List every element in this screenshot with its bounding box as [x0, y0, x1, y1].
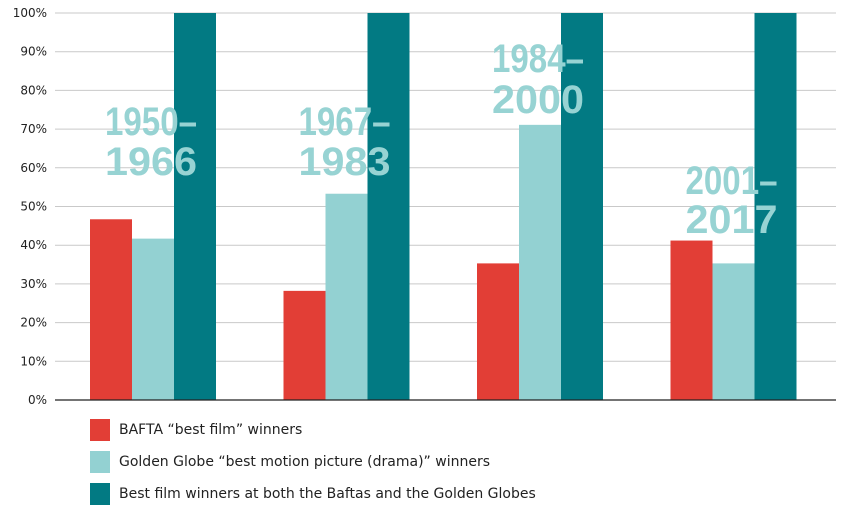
legend-swatch-golden-globe	[90, 451, 110, 473]
y-tick-label: 30%	[20, 277, 47, 291]
period-labels: 1950–1966 1967–1983 1984–2000 2001–2017	[105, 37, 778, 242]
period-label: 2000	[492, 78, 584, 122]
y-tick-label: 20%	[20, 316, 47, 330]
bar	[132, 238, 174, 400]
bar	[561, 13, 603, 400]
period-label: 1984–	[492, 37, 584, 81]
legend-label-both: Best film winners at both the Baftas and…	[119, 486, 536, 502]
legend-item-bafta: BAFTA “best film” winners	[90, 414, 536, 446]
legend-swatch-both	[90, 483, 110, 505]
bar	[367, 13, 410, 400]
period-label: 1967–	[299, 100, 391, 144]
bar	[325, 193, 368, 400]
period-label: 1983	[299, 140, 391, 184]
bar	[477, 263, 519, 400]
period-label: 1950–	[105, 100, 197, 144]
legend-swatch-bafta	[90, 419, 110, 441]
period-label: 2001–	[686, 159, 778, 203]
bar-chart: 0%10%20%30%40%50%60%70%80%90%100% 1950–1…	[13, 6, 836, 407]
bars	[90, 13, 797, 400]
legend: BAFTA “best film” winners Golden Globe “…	[90, 414, 536, 510]
y-tick-label: 70%	[20, 122, 47, 136]
legend-label-golden-globe: Golden Globe “best motion picture (drama…	[119, 454, 490, 470]
legend-label-bafta: BAFTA “best film” winners	[119, 422, 303, 438]
y-tick-label: 10%	[20, 354, 47, 368]
y-tick-label: 100%	[13, 6, 47, 20]
y-tick-label: 50%	[20, 200, 47, 214]
y-tick-label: 90%	[20, 45, 47, 59]
y-tick-label: 80%	[20, 83, 47, 97]
bar	[519, 124, 561, 400]
period-label: 1966	[105, 140, 197, 184]
legend-item-both: Best film winners at both the Baftas and…	[90, 478, 536, 510]
y-axis-ticks: 0% 10% 20% 30% 40% 50% 60% 70% 80% 90% 100%	[13, 6, 47, 407]
period-label: 2017	[686, 198, 778, 242]
bar	[90, 219, 132, 400]
bar	[283, 290, 326, 400]
bar	[712, 263, 755, 400]
bar	[174, 13, 216, 400]
bar	[754, 13, 797, 400]
y-tick-label: 0%	[28, 393, 47, 407]
y-tick-label: 60%	[20, 161, 47, 175]
bar	[670, 240, 713, 400]
legend-item-golden-globe: Golden Globe “best motion picture (drama…	[90, 446, 536, 478]
y-tick-label: 40%	[20, 238, 47, 252]
